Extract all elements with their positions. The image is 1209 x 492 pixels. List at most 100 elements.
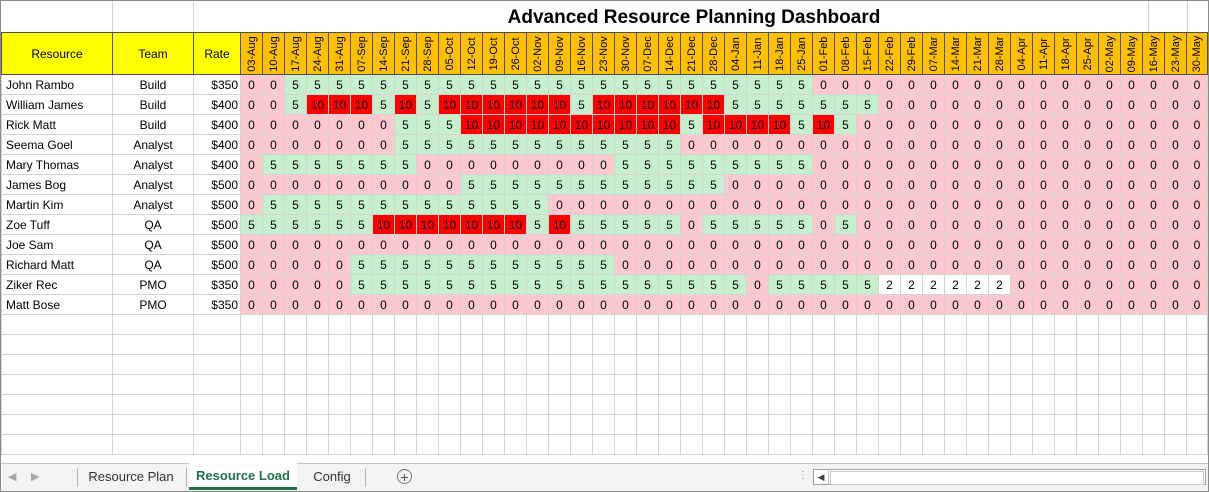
load-cell[interactable]: 0 <box>856 114 879 135</box>
date-header[interactable]: 08-Feb <box>834 32 857 75</box>
load-cell[interactable]: 5 <box>482 274 505 295</box>
empty-cell[interactable] <box>112 414 194 435</box>
empty-cell[interactable] <box>1076 314 1099 335</box>
tab-config[interactable]: Config <box>313 469 351 484</box>
load-cell[interactable]: 0 <box>922 114 945 135</box>
empty-cell[interactable] <box>1098 414 1121 435</box>
empty-cell[interactable] <box>193 334 241 355</box>
load-cell[interactable]: 5 <box>350 214 373 235</box>
empty-cell[interactable] <box>1010 434 1033 455</box>
date-header[interactable]: 01-Feb <box>812 32 835 75</box>
load-cell[interactable]: 0 <box>372 294 395 315</box>
load-cell[interactable]: 5 <box>702 274 725 295</box>
date-header[interactable]: 03-Aug <box>240 32 263 75</box>
load-cell[interactable]: 5 <box>284 154 307 175</box>
load-cell[interactable]: 0 <box>548 234 571 255</box>
empty-cell[interactable] <box>658 314 681 335</box>
load-cell[interactable]: 0 <box>988 154 1011 175</box>
empty-cell[interactable] <box>768 414 791 435</box>
load-cell[interactable]: 0 <box>1142 274 1165 295</box>
load-cell[interactable]: 0 <box>702 194 725 215</box>
load-cell[interactable]: 0 <box>1120 274 1143 295</box>
empty-cell[interactable] <box>1120 354 1143 375</box>
empty-cell[interactable] <box>790 334 813 355</box>
empty-cell[interactable] <box>372 394 395 415</box>
load-cell[interactable]: 5 <box>592 74 615 95</box>
empty-cell[interactable] <box>878 314 901 335</box>
empty-cell[interactable] <box>636 334 659 355</box>
load-cell[interactable]: 0 <box>1098 174 1121 195</box>
empty-cell[interactable] <box>460 334 483 355</box>
date-header[interactable]: 16-Nov <box>570 32 593 75</box>
empty-cell[interactable] <box>592 314 615 335</box>
load-cell[interactable]: 0 <box>680 254 703 275</box>
load-cell[interactable]: 0 <box>1120 74 1143 95</box>
load-cell[interactable]: 0 <box>1120 94 1143 115</box>
load-cell[interactable]: 0 <box>240 174 263 195</box>
empty-cell[interactable] <box>768 374 791 395</box>
load-cell[interactable]: 0 <box>1164 114 1187 135</box>
empty-cell[interactable] <box>1076 414 1099 435</box>
load-cell[interactable]: 5 <box>350 274 373 295</box>
empty-cell[interactable] <box>262 414 285 435</box>
load-cell[interactable]: 0 <box>1010 94 1033 115</box>
load-cell[interactable]: 10 <box>636 114 659 135</box>
load-cell[interactable]: 5 <box>328 74 351 95</box>
load-cell[interactable]: 5 <box>394 74 417 95</box>
load-cell[interactable]: 0 <box>1076 234 1099 255</box>
empty-cell[interactable] <box>504 334 527 355</box>
load-cell[interactable]: 5 <box>504 174 527 195</box>
empty-cell[interactable] <box>416 334 439 355</box>
empty-cell[interactable] <box>746 314 769 335</box>
load-cell[interactable]: 0 <box>658 294 681 315</box>
empty-cell[interactable] <box>1164 354 1187 375</box>
empty-cell[interactable] <box>306 414 329 435</box>
load-cell[interactable]: 0 <box>658 254 681 275</box>
rate-cell[interactable]: $400 <box>193 154 241 175</box>
load-cell[interactable]: 10 <box>526 94 549 115</box>
empty-cell[interactable] <box>878 374 901 395</box>
load-cell[interactable]: 10 <box>438 94 461 115</box>
date-header[interactable]: 21-Dec <box>680 32 703 75</box>
load-cell[interactable]: 0 <box>856 214 879 235</box>
empty-cell[interactable] <box>746 374 769 395</box>
load-cell[interactable]: 0 <box>1098 214 1121 235</box>
ellipsis-icon[interactable]: ⋮ <box>798 470 809 481</box>
load-cell[interactable]: 0 <box>658 194 681 215</box>
load-cell[interactable]: 0 <box>988 174 1011 195</box>
load-cell[interactable]: 0 <box>834 174 857 195</box>
load-cell[interactable]: 0 <box>284 294 307 315</box>
empty-cell[interactable] <box>812 334 835 355</box>
load-cell[interactable]: 2 <box>944 274 967 295</box>
load-cell[interactable]: 5 <box>350 154 373 175</box>
date-header[interactable]: 02-May <box>1098 32 1121 75</box>
load-cell[interactable]: 0 <box>900 74 923 95</box>
empty-cell[interactable] <box>1054 434 1077 455</box>
empty-cell[interactable] <box>1142 354 1165 375</box>
date-header[interactable]: 28-Mar <box>988 32 1011 75</box>
load-cell[interactable]: 10 <box>570 114 593 135</box>
load-cell[interactable]: 0 <box>702 134 725 155</box>
empty-cell[interactable] <box>592 334 615 355</box>
load-cell[interactable]: 0 <box>306 134 329 155</box>
empty-cell[interactable] <box>570 414 593 435</box>
load-cell[interactable]: 0 <box>680 294 703 315</box>
empty-cell[interactable] <box>284 394 307 415</box>
load-cell[interactable]: 5 <box>262 154 285 175</box>
load-cell[interactable]: 10 <box>592 94 615 115</box>
empty-cell[interactable] <box>856 394 879 415</box>
load-cell[interactable]: 0 <box>328 294 351 315</box>
empty-cell[interactable] <box>680 334 703 355</box>
load-cell[interactable]: 0 <box>900 154 923 175</box>
load-cell[interactable]: 0 <box>306 294 329 315</box>
load-cell[interactable]: 0 <box>966 294 989 315</box>
empty-cell[interactable] <box>112 314 194 335</box>
load-cell[interactable]: 0 <box>262 234 285 255</box>
load-cell[interactable]: 0 <box>790 254 813 275</box>
empty-cell[interactable] <box>1032 334 1055 355</box>
empty-cell[interactable] <box>614 414 637 435</box>
empty-cell[interactable] <box>922 394 945 415</box>
load-cell[interactable]: 5 <box>570 214 593 235</box>
load-cell[interactable]: 0 <box>1010 194 1033 215</box>
empty-cell[interactable] <box>416 374 439 395</box>
